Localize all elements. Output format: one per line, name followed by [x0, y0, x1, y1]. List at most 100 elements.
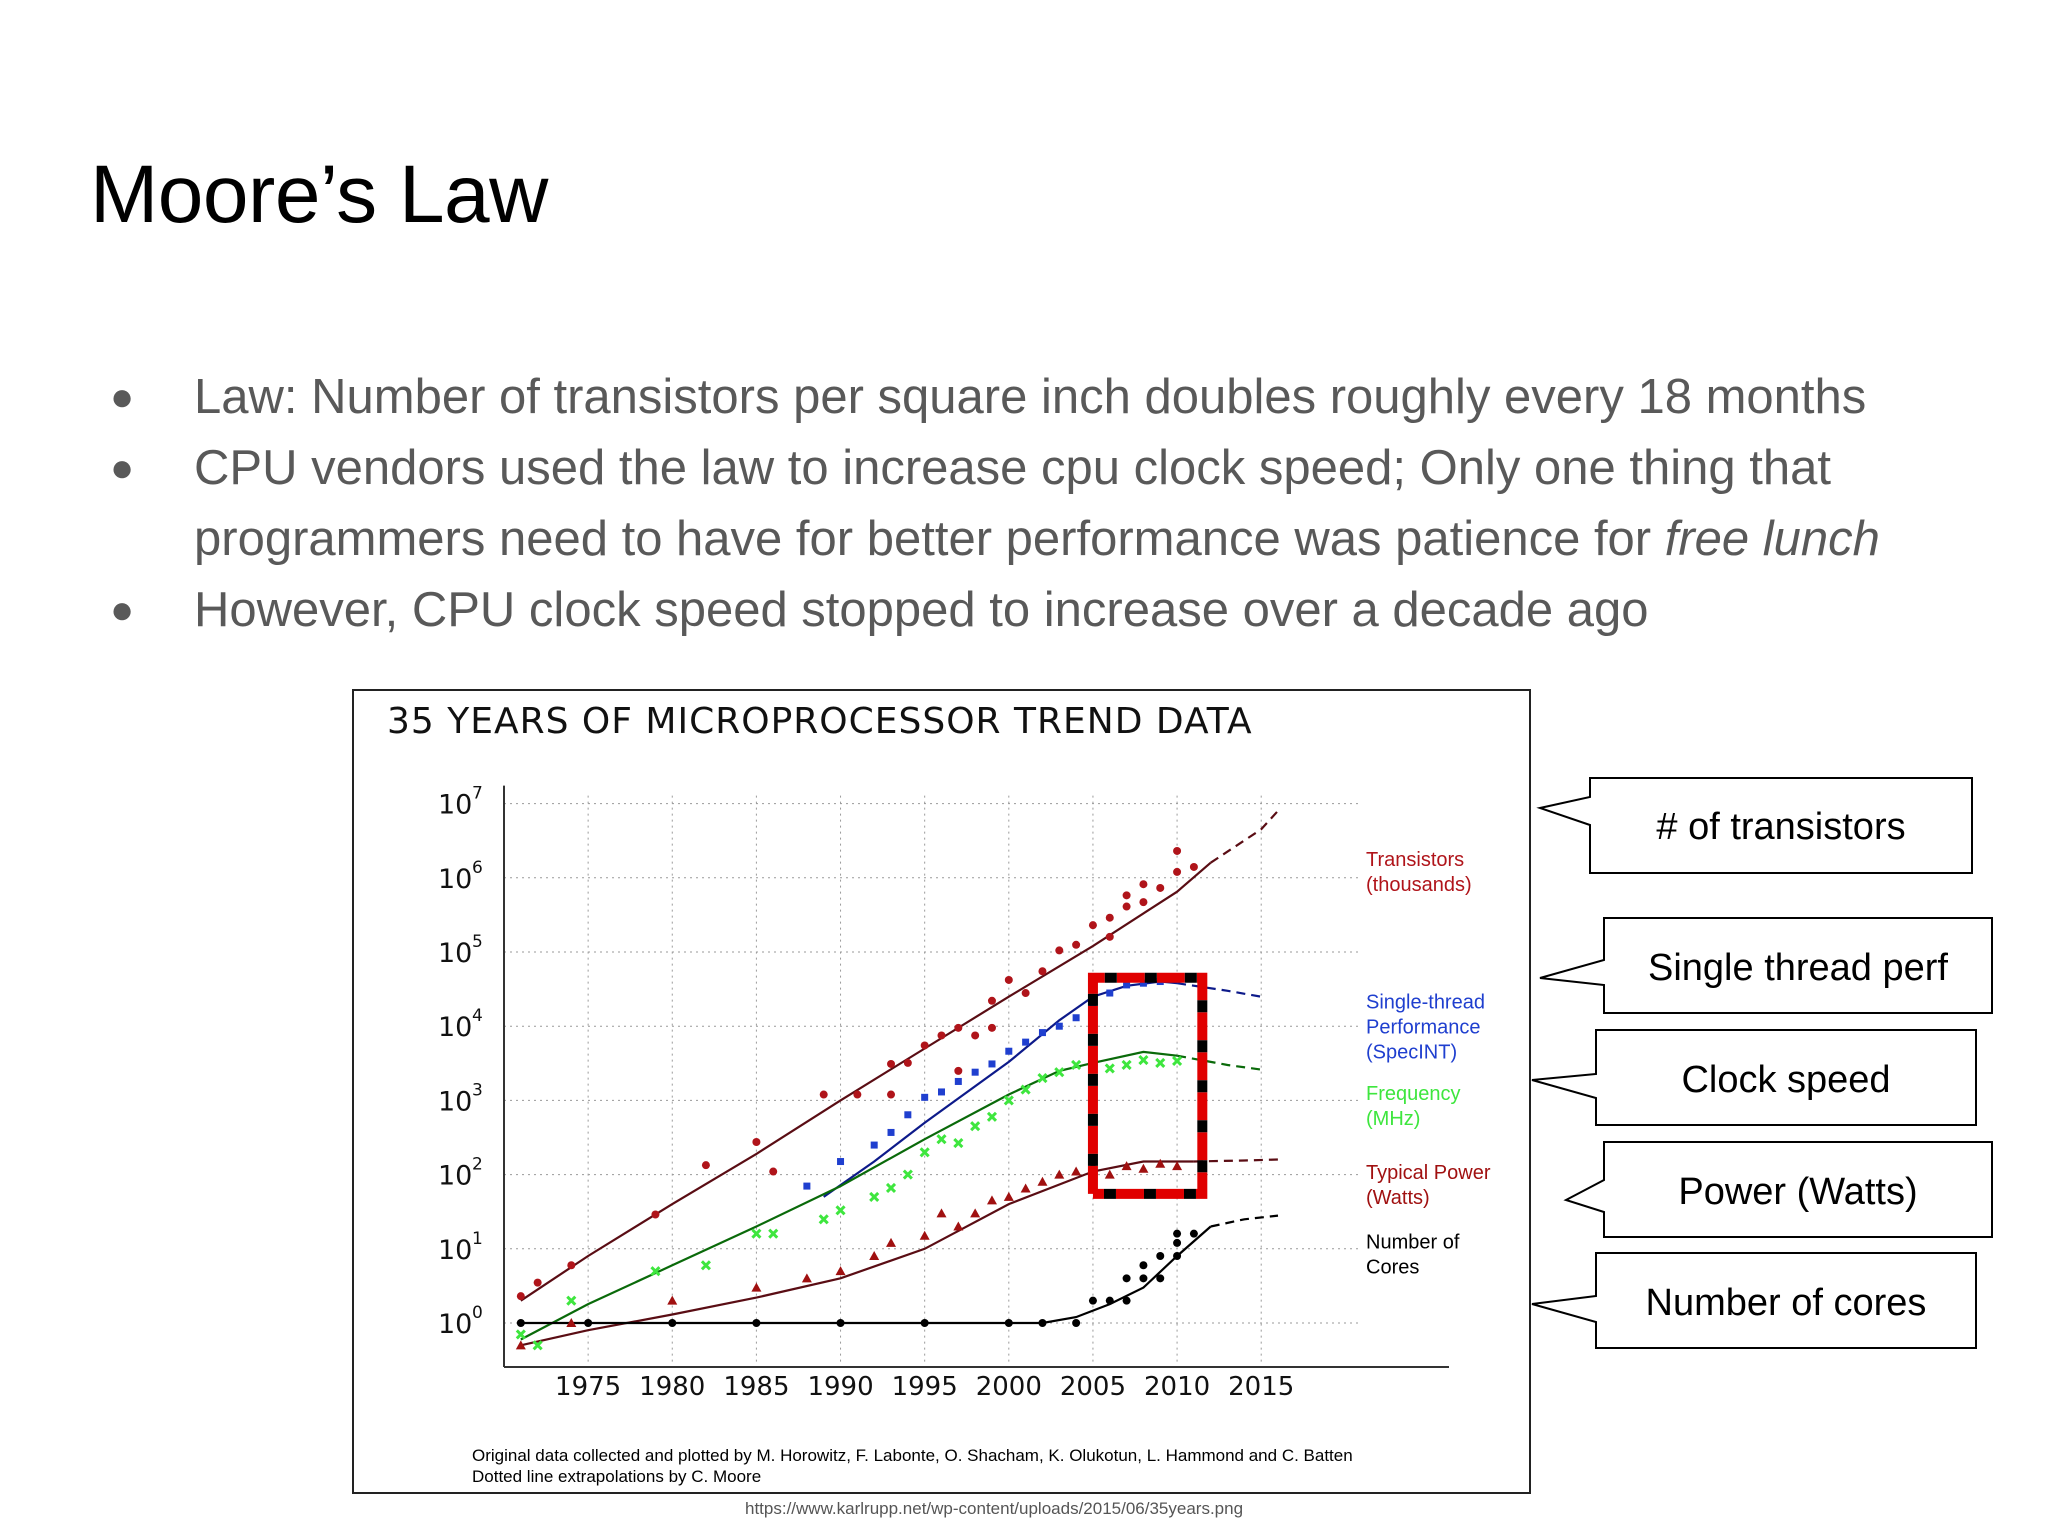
point-transistors: [1139, 898, 1148, 907]
point-frequency: [936, 1134, 947, 1145]
point-transistors: [1122, 891, 1131, 900]
y-tick-label: 10: [438, 1235, 472, 1266]
y-tick-label: 10: [438, 1161, 472, 1192]
point-frequency: [919, 1147, 930, 1158]
bullet-text: CPU vendors used the law to increase cpu…: [194, 441, 1831, 566]
point-power: [1054, 1169, 1065, 1179]
extrapolation-line-power: [1193, 1158, 1279, 1163]
point-transistors: [1038, 967, 1047, 976]
point-single_thread: [887, 1128, 895, 1136]
chart-title: 35 YEARS OF MICROPROCESSOR TREND DATA: [387, 701, 1253, 742]
point-frequency: [1020, 1084, 1031, 1095]
point-power: [566, 1318, 577, 1327]
callout-label: Clock speed: [1681, 1059, 1890, 1101]
point-transistors: [1173, 846, 1182, 855]
point-cores: [836, 1319, 845, 1327]
point-transistors: [937, 1031, 946, 1040]
series-label-frequency: Frequency: [1366, 1083, 1461, 1105]
point-cores: [1189, 1229, 1198, 1238]
point-single_thread: [988, 1060, 996, 1068]
point-transistors: [1105, 932, 1114, 941]
fit-lines: [520, 810, 1279, 1347]
y-tick-label: 10: [438, 1309, 472, 1340]
point-power: [1020, 1183, 1031, 1193]
point-transistors: [987, 1023, 996, 1032]
point-single_thread: [1055, 1022, 1063, 1030]
point-single_thread: [904, 1111, 912, 1119]
fit-line-cores: [520, 1225, 1212, 1325]
point-single_thread: [938, 1088, 945, 1096]
point-cores: [1105, 1296, 1114, 1305]
point-frequency: [835, 1205, 846, 1216]
point-transistors: [920, 1041, 929, 1050]
extrapolation-line-frequency: [1176, 1054, 1262, 1071]
point-single_thread: [1005, 1047, 1013, 1055]
point-cores: [752, 1319, 761, 1327]
point-frequency: [1003, 1095, 1014, 1106]
point-transistors: [1072, 940, 1081, 949]
series-label-cores: Cores: [1366, 1256, 1419, 1278]
bullet-dot-icon: ●: [110, 375, 135, 419]
y-tick-label: 10: [438, 938, 472, 969]
point-transistors: [853, 1090, 862, 1099]
point-transistors: [533, 1278, 542, 1287]
point-cores: [1004, 1319, 1013, 1327]
point-transistors: [987, 996, 996, 1005]
point-single_thread: [1123, 981, 1131, 989]
point-frequency: [818, 1214, 829, 1225]
chart-frame: 35 YEARS OF MICROPROCESSOR TREND DATA 19…: [352, 689, 1531, 1494]
y-tick-label: 10: [438, 1086, 472, 1117]
x-tick-label: 2005: [1060, 1372, 1126, 1402]
bullet-item: ● Law: Number of transistors per square …: [110, 362, 2010, 433]
callout-clock-speed: Clock speed: [1531, 1029, 1977, 1126]
attribution-line-2: Dotted line extrapolations by C. Moore: [472, 1467, 761, 1486]
highlight-bracket-red: [1087, 972, 1208, 1199]
point-transistors: [819, 1090, 828, 1099]
point-single_thread: [1022, 1038, 1030, 1046]
y-tick-exponent: 7: [472, 784, 483, 804]
point-power: [515, 1340, 526, 1350]
y-tick-exponent: 1: [472, 1229, 483, 1249]
callout-label: Number of cores: [1646, 1282, 1927, 1324]
grid: [504, 795, 1359, 1363]
point-transistors: [516, 1292, 525, 1301]
bullet-text: However, CPU clock speed stopped to incr…: [194, 583, 1649, 637]
point-power: [986, 1195, 997, 1205]
point-frequency: [751, 1228, 762, 1239]
point-transistors: [567, 1261, 576, 1270]
point-frequency: [566, 1295, 577, 1306]
point-cores: [668, 1319, 677, 1327]
point-transistors: [954, 1066, 963, 1075]
y-tick-exponent: 3: [472, 1080, 483, 1100]
point-single_thread: [954, 1077, 962, 1085]
point-transistors: [752, 1138, 761, 1147]
point-power: [801, 1273, 812, 1283]
point-power: [1155, 1158, 1166, 1168]
point-cores: [516, 1319, 525, 1327]
y-tick-exponent: 6: [472, 858, 483, 878]
point-frequency: [1037, 1073, 1048, 1084]
point-cores: [1156, 1251, 1165, 1260]
series-label-transistors: Transistors: [1366, 849, 1464, 871]
point-single_thread: [1072, 1014, 1080, 1022]
point-frequency: [970, 1121, 981, 1132]
point-frequency: [1155, 1057, 1166, 1068]
point-power: [953, 1221, 964, 1231]
point-power: [751, 1282, 762, 1292]
x-tick-label: 2000: [976, 1372, 1042, 1402]
series-label-transistors: (thousands): [1366, 874, 1472, 896]
point-cores: [1139, 1261, 1148, 1270]
point-transistors: [1173, 867, 1182, 876]
point-transistors: [1004, 975, 1013, 984]
point-transistors: [1139, 880, 1148, 889]
point-frequency: [700, 1260, 711, 1271]
point-frequency: [953, 1138, 964, 1149]
highlight-box: [1087, 972, 1208, 1199]
point-cores: [1122, 1274, 1131, 1283]
point-power: [1003, 1191, 1014, 1201]
point-power: [835, 1266, 846, 1276]
point-power: [869, 1250, 880, 1260]
bullet-text: Law: Number of transistors per square in…: [194, 370, 1867, 424]
point-cores: [1038, 1319, 1047, 1327]
y-tick-exponent: 5: [472, 932, 483, 952]
